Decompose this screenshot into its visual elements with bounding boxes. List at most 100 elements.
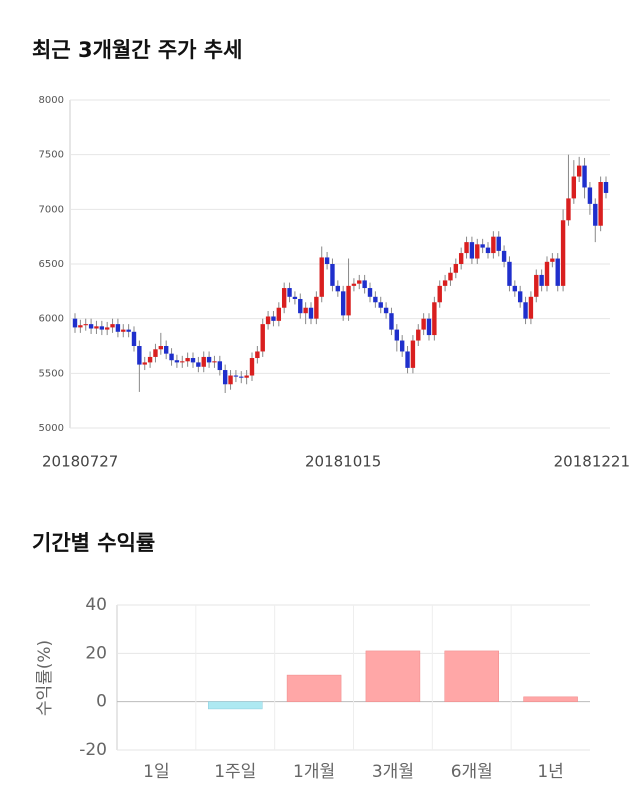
candle-body [265,316,271,325]
candle-body [201,356,206,367]
candle-body [298,298,303,314]
candle-body [566,198,571,221]
x-tick-label: 1개월 [293,762,335,782]
candle-body [464,242,469,254]
chart-title: 최근 3개월간 주가 추세 [32,38,242,62]
y-tick-label: 0 [96,692,107,712]
candle-body [576,165,582,177]
candle-body [276,307,282,321]
candle-body [603,182,609,193]
candle-body [517,291,523,303]
candle-body [534,274,539,297]
candle-body [582,165,587,188]
candle-body [319,257,324,297]
candle-body [88,324,94,329]
y-tick-label: 20 [85,643,107,663]
candle-body [491,236,496,254]
candle-body [458,253,464,264]
candle-body [373,296,378,303]
bar [444,650,499,702]
candle-body [399,340,405,352]
candle-body [212,361,217,363]
y-tick-label: 5500 [39,368,64,379]
candle-body [367,288,373,297]
candle-body [180,361,185,363]
x-tick-label: 1일 [143,762,169,782]
y-tick-label: 40 [85,595,107,615]
candle-body [448,272,453,281]
x-tick-label: 20181221 [554,453,630,471]
candle-body [528,296,534,319]
candle-body [469,242,475,259]
candle-body [131,331,137,346]
y-tick-label: 5000 [39,423,64,434]
candle-body [560,220,566,286]
candle-body [308,307,314,319]
x-tick-label: 3개월 [372,762,414,782]
candle-body [239,376,244,378]
candle-body [249,358,255,376]
candle-body [571,176,577,199]
x-tick-label: 1년 [537,762,563,782]
candle-body [330,264,335,286]
chart-title: 기간별 수익률 [32,531,155,555]
bar [365,650,421,702]
candle-body [72,318,78,328]
candle-body [169,353,174,361]
bar [286,674,342,702]
candle-body [410,340,416,368]
candle-body [222,370,228,385]
x-tick-label: 1주일 [214,762,256,782]
y-tick-label: 7500 [39,150,64,161]
candle-body [287,288,292,297]
candle-body [163,346,169,354]
candle-body [442,280,448,286]
candle-body [453,264,459,273]
candle-body [496,236,501,251]
x-tick-label: 20181015 [305,453,381,471]
candle-body [550,258,555,262]
x-tick-label: 6개월 [451,762,493,782]
candle-body [115,324,121,332]
candle-body [185,358,190,362]
candle-body [255,351,260,359]
candle-body [228,375,233,385]
candle-body [357,280,362,284]
candle-body [437,285,442,303]
candle-body [83,324,88,326]
candle-body [593,203,598,226]
y-axis-label: 수익률(%) [35,640,55,716]
candle-body [539,274,544,286]
y-tick-label: -20 [79,740,107,760]
bar [208,701,263,710]
candle-body [94,326,99,329]
candle-body [217,361,223,371]
candle-body [281,288,287,308]
candle-body [158,346,164,350]
candle-body [416,329,421,341]
candle-body [314,296,319,319]
candle-body [383,307,389,314]
candle-body [555,258,560,286]
candle-body [475,244,480,259]
y-tick-label: 6000 [39,314,64,325]
candle-body [340,291,346,316]
candle-body [137,346,142,365]
candle-body [512,285,518,292]
candle-body [432,302,437,336]
candle-body [271,316,276,321]
candle-body [324,257,330,264]
candle-body [174,360,180,363]
candle-body [394,329,400,341]
bar [523,696,578,702]
candle-body [426,318,432,336]
candle-body [303,307,308,314]
candle-body [206,356,212,363]
candle-body [378,302,383,308]
candle-body [78,325,83,328]
candle-body [126,329,131,332]
candle-body [147,356,153,363]
candle-body [244,375,249,378]
x-tick-label: 20180727 [42,453,118,471]
candle-body [346,285,351,316]
